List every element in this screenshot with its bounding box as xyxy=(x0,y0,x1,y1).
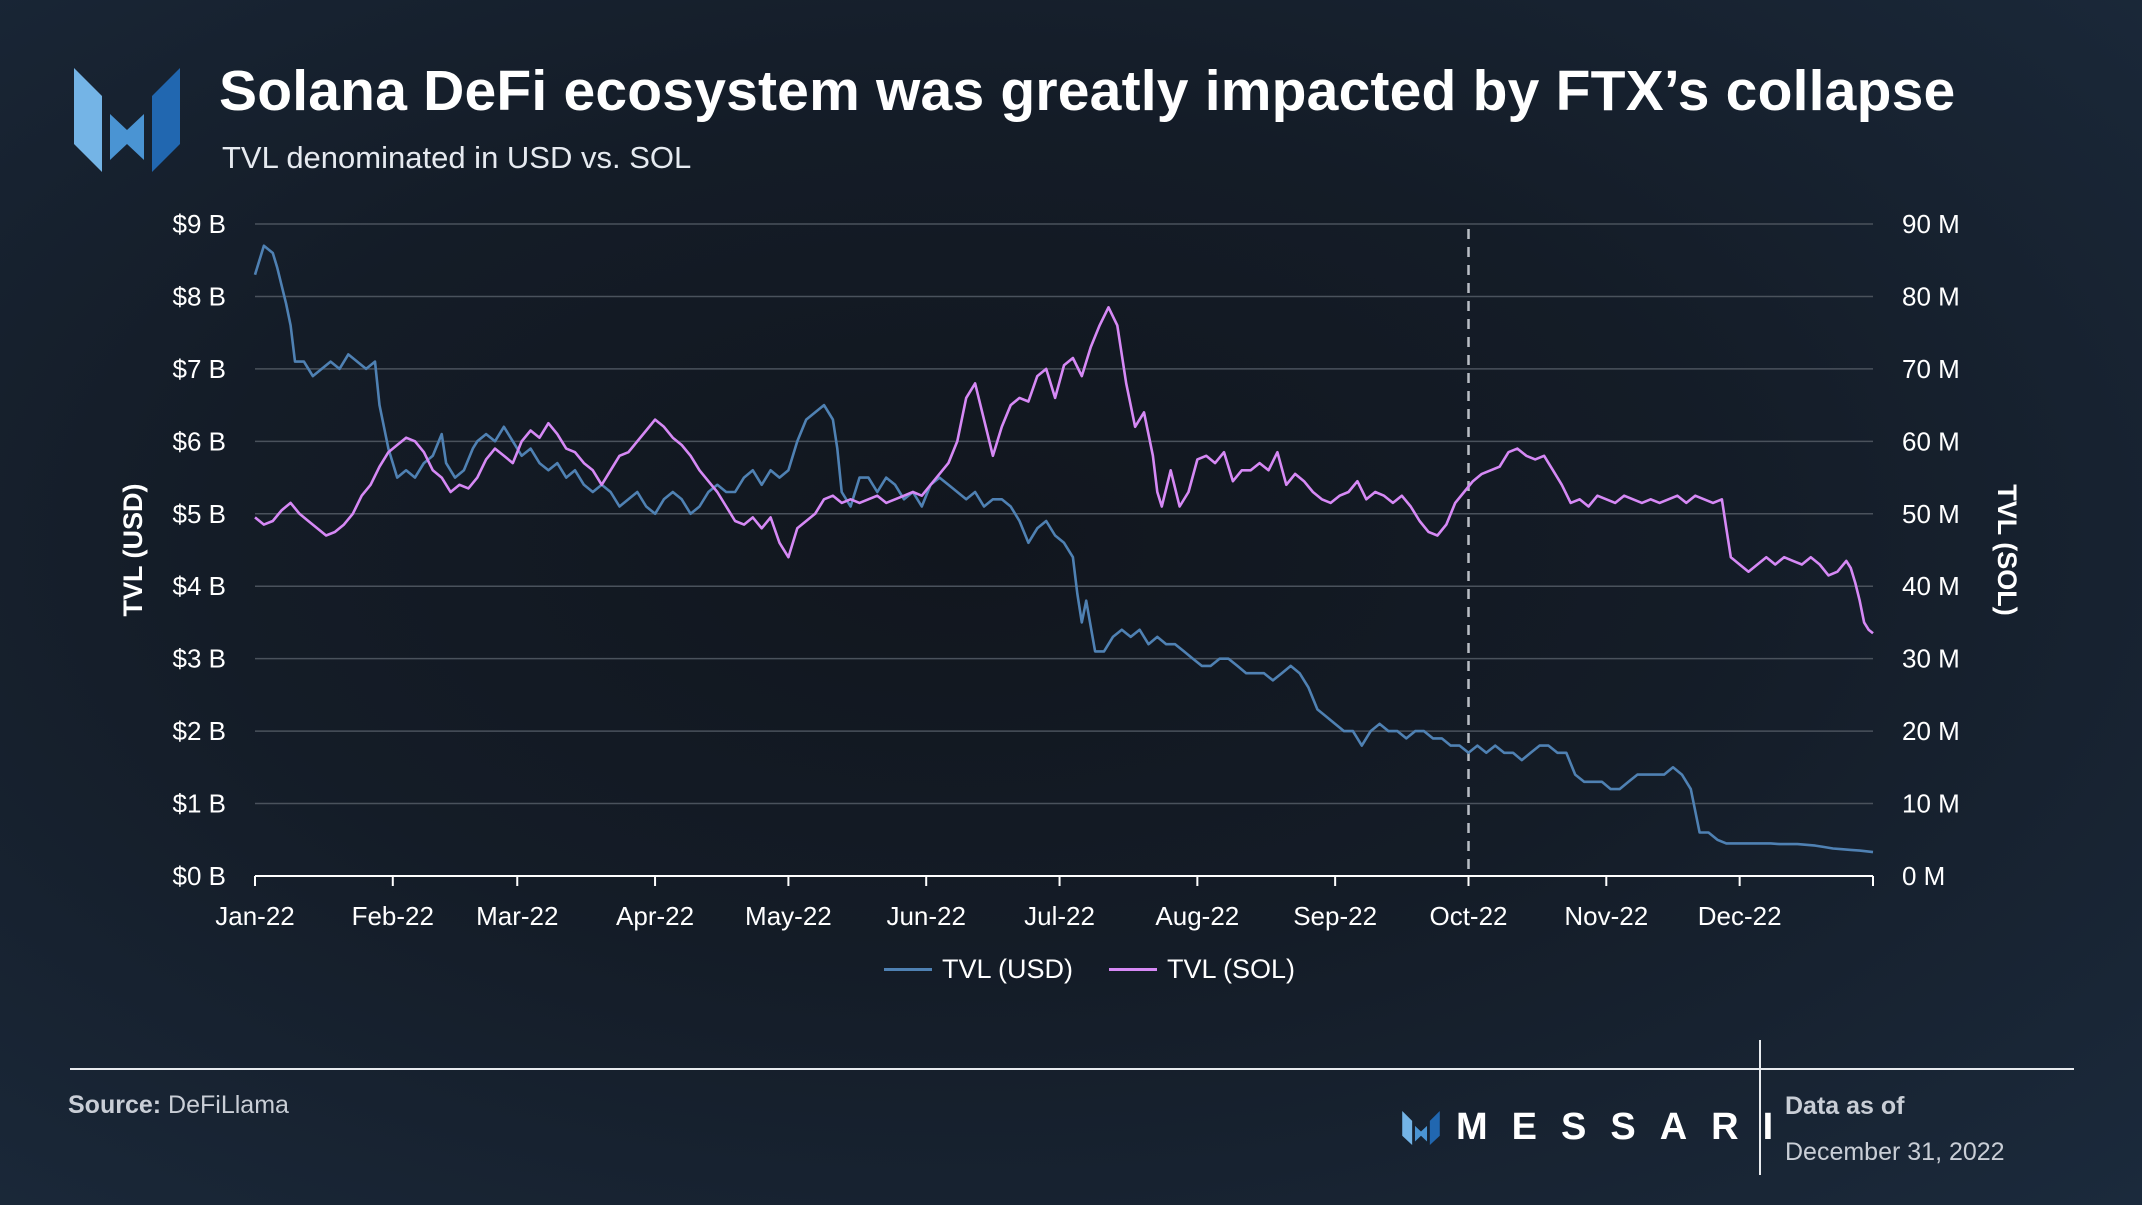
footer-vertical-divider xyxy=(1759,1040,1761,1175)
y-left-tick-label: $0 B xyxy=(173,861,227,891)
legend-label-usd: TVL (USD) xyxy=(942,954,1074,984)
footer-divider xyxy=(70,1068,2074,1070)
y-right-tick-label: 40 M xyxy=(1902,571,1960,601)
source-value: DeFiLlama xyxy=(168,1091,289,1119)
x-tick-label: Apr-22 xyxy=(616,901,694,931)
y-right-tick-label: 0 M xyxy=(1902,861,1945,891)
axes: $0 B 0 M $1 B 10 M $2 B 20 M $3 B 30 M $4 B 40 M $… xyxy=(118,209,2022,931)
y-left-tick-label: $7 B xyxy=(173,354,227,384)
series-line-sol xyxy=(254,306,1874,635)
y-left-tick-label: $2 B xyxy=(173,716,227,746)
x-tick-label: Feb-22 xyxy=(352,901,434,931)
series-line-usd xyxy=(253,244,1874,854)
line-chart: $0 B 0 M $1 B 10 M $2 B 20 M $3 B 30 M $4 B 40 M $… xyxy=(118,209,2022,931)
legend-label-sol: TVL (SOL) xyxy=(1167,954,1296,984)
y-left-axis-title: TVL (USD) xyxy=(118,484,148,617)
source-label: Source: xyxy=(68,1091,162,1119)
messari-brand-icon xyxy=(1402,1110,1440,1145)
x-tick-label: Jun-22 xyxy=(886,901,966,931)
data-as-of-label: Data as of xyxy=(1785,1092,1905,1120)
y-left-tick-label: $8 B xyxy=(173,281,227,311)
y-left-tick-label: $5 B xyxy=(173,499,227,529)
y-left-tick-label: $1 B xyxy=(173,789,227,819)
legend-item-sol: TVL (SOL) xyxy=(1109,954,1295,985)
x-tick-label: Aug-22 xyxy=(1155,901,1239,931)
y-right-tick-label: 70 M xyxy=(1902,354,1960,384)
legend-swatch-usd xyxy=(884,968,932,971)
messari-logo-icon xyxy=(74,68,180,177)
source-note: Source: DeFiLlama xyxy=(68,1091,289,1120)
x-tick-label: Oct-22 xyxy=(1429,901,1507,931)
y-right-tick-label: 50 M xyxy=(1902,499,1960,529)
x-tick-label: Mar-22 xyxy=(476,901,558,931)
x-tick-label: Jul-22 xyxy=(1024,901,1095,931)
y-right-tick-label: 20 M xyxy=(1902,716,1960,746)
series xyxy=(253,244,1874,854)
legend-swatch-sol xyxy=(1109,968,1158,971)
x-tick-label: Sep-22 xyxy=(1293,901,1377,931)
chart-title: Solana DeFi ecosystem was greatly impact… xyxy=(219,59,1956,123)
brand-name: MESSARI xyxy=(1456,1106,1798,1148)
data-as-of-date: December 31, 2022 xyxy=(1785,1138,2005,1166)
x-tick-label: Jan-22 xyxy=(215,901,295,931)
messari-brand: MESSARI xyxy=(1402,1106,1797,1149)
x-tick-label: Nov-22 xyxy=(1564,901,1648,931)
legend-item-usd: TVL (USD) xyxy=(884,954,1073,985)
y-left-tick-label: $3 B xyxy=(173,644,227,674)
y-left-tick-label: $4 B xyxy=(173,571,227,601)
y-right-tick-label: 30 M xyxy=(1902,644,1960,674)
chart-subtitle: TVL denominated in USD vs. SOL xyxy=(222,140,692,175)
y-left-tick-label: $9 B xyxy=(173,209,227,239)
x-tick-label: May-22 xyxy=(745,901,832,931)
x-tick-label: Dec-22 xyxy=(1698,901,1782,931)
y-left-tick-label: $6 B xyxy=(173,426,227,456)
grid-lines xyxy=(255,223,1873,805)
y-right-axis-title: TVL (SOL) xyxy=(1992,484,2022,616)
y-right-tick-label: 60 M xyxy=(1902,426,1960,456)
legend: TVL (USD) TVL (SOL) xyxy=(884,954,1295,985)
y-right-tick-label: 10 M xyxy=(1902,789,1960,819)
y-right-tick-label: 90 M xyxy=(1902,209,1960,239)
y-right-tick-label: 80 M xyxy=(1902,281,1960,311)
